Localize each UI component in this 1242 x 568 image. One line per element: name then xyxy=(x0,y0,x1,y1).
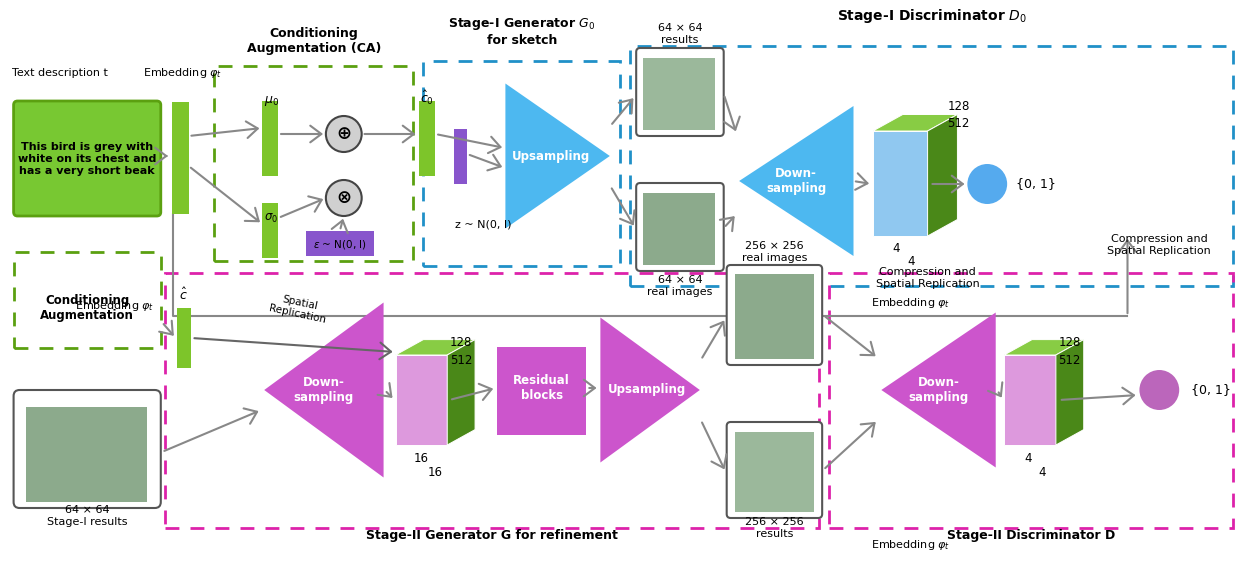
Text: 4: 4 xyxy=(1038,466,1046,478)
Text: 64 × 64
results: 64 × 64 results xyxy=(657,23,702,45)
Text: 4: 4 xyxy=(907,254,914,268)
Text: Embedding $\varphi_t$: Embedding $\varphi_t$ xyxy=(871,538,950,552)
Text: Stage-II Generator G for refinement: Stage-II Generator G for refinement xyxy=(366,528,619,541)
Bar xyxy=(165,273,820,528)
Bar xyxy=(14,252,160,348)
FancyBboxPatch shape xyxy=(636,183,724,271)
Text: 512: 512 xyxy=(450,353,472,366)
Text: Residual
blocks: Residual blocks xyxy=(513,374,570,402)
Bar xyxy=(830,273,1233,528)
Text: Stage-I Discriminator $D_0$: Stage-I Discriminator $D_0$ xyxy=(837,7,1027,25)
FancyBboxPatch shape xyxy=(727,265,822,365)
Bar xyxy=(215,66,414,261)
Text: $\hat{c}_0$: $\hat{c}_0$ xyxy=(420,89,435,107)
Text: 256 × 256
real images: 256 × 256 real images xyxy=(741,241,807,263)
Text: {0, 1}: {0, 1} xyxy=(1191,383,1231,396)
Bar xyxy=(306,231,374,256)
Polygon shape xyxy=(447,340,476,445)
Text: 128: 128 xyxy=(948,99,970,112)
Text: $\hat{c}$: $\hat{c}$ xyxy=(179,287,188,303)
Text: Embedding $\varphi_t$: Embedding $\varphi_t$ xyxy=(871,296,950,310)
Text: $\sigma_0$: $\sigma_0$ xyxy=(265,211,278,224)
Text: {0, 1}: {0, 1} xyxy=(1016,178,1056,190)
Text: 256 × 256
results: 256 × 256 results xyxy=(745,517,804,539)
Text: Compression and
Spatial Replication: Compression and Spatial Replication xyxy=(1108,234,1211,256)
Text: Down-
sampling: Down- sampling xyxy=(766,167,826,195)
Polygon shape xyxy=(873,131,928,236)
Text: Conditioning
Augmentation (CA): Conditioning Augmentation (CA) xyxy=(247,27,381,55)
Bar xyxy=(176,308,190,368)
Text: Stage-I Generator $G_0$
for sketch: Stage-I Generator $G_0$ for sketch xyxy=(448,15,596,47)
Text: 128: 128 xyxy=(1058,336,1081,349)
Polygon shape xyxy=(1056,340,1084,445)
Text: 4: 4 xyxy=(892,241,899,254)
Text: 64 × 64
Stage-I results: 64 × 64 Stage-I results xyxy=(47,505,128,527)
Circle shape xyxy=(1139,370,1179,410)
Text: Down-
sampling: Down- sampling xyxy=(294,376,354,404)
Text: $\varepsilon$ ~ N(0, I): $\varepsilon$ ~ N(0, I) xyxy=(313,237,366,250)
Bar xyxy=(497,347,586,435)
Text: 4: 4 xyxy=(1025,452,1032,465)
Bar xyxy=(735,274,815,359)
Text: Embedding $\varphi_t$: Embedding $\varphi_t$ xyxy=(76,299,155,313)
Bar xyxy=(630,46,1233,286)
Bar xyxy=(735,432,815,512)
Polygon shape xyxy=(1005,355,1056,445)
Text: 512: 512 xyxy=(1058,353,1081,366)
FancyBboxPatch shape xyxy=(14,390,160,508)
Polygon shape xyxy=(395,340,476,355)
Text: Embedding $\varphi_t$: Embedding $\varphi_t$ xyxy=(143,66,222,80)
Text: 512: 512 xyxy=(948,116,970,130)
Polygon shape xyxy=(600,318,699,462)
Text: Upsampling: Upsampling xyxy=(512,149,590,162)
Text: ⊕: ⊕ xyxy=(337,125,351,143)
Text: 16: 16 xyxy=(414,452,428,465)
Text: 64 × 64
real images: 64 × 64 real images xyxy=(647,275,713,297)
Text: This bird is grey with
white on its chest and
has a very short beak: This bird is grey with white on its ches… xyxy=(17,143,156,176)
Text: Down-
sampling: Down- sampling xyxy=(908,376,969,404)
Text: ⊗: ⊗ xyxy=(337,189,351,207)
Bar xyxy=(171,102,189,214)
Polygon shape xyxy=(505,83,610,228)
Text: Text description t: Text description t xyxy=(12,68,108,78)
Bar xyxy=(262,101,278,176)
Circle shape xyxy=(325,180,361,216)
Text: Stage-II Discriminator D: Stage-II Discriminator D xyxy=(946,528,1115,541)
Text: Upsampling: Upsampling xyxy=(609,383,687,396)
Bar xyxy=(262,203,278,258)
Bar xyxy=(643,193,714,265)
Circle shape xyxy=(325,116,361,152)
Text: 128: 128 xyxy=(450,336,472,349)
Text: $\mu_0$: $\mu_0$ xyxy=(263,94,278,108)
Bar xyxy=(424,61,620,266)
Polygon shape xyxy=(739,106,853,256)
Text: z ~ N(0, I): z ~ N(0, I) xyxy=(455,219,512,229)
FancyBboxPatch shape xyxy=(636,48,724,136)
Polygon shape xyxy=(882,312,996,467)
Polygon shape xyxy=(1005,340,1084,355)
Circle shape xyxy=(968,164,1007,204)
FancyBboxPatch shape xyxy=(14,101,160,216)
Polygon shape xyxy=(873,115,958,131)
Bar xyxy=(643,58,714,130)
Polygon shape xyxy=(928,115,958,236)
Text: Spatial
Replication: Spatial Replication xyxy=(268,292,329,325)
Polygon shape xyxy=(265,303,384,478)
Bar xyxy=(420,101,435,176)
Polygon shape xyxy=(395,355,447,445)
Bar xyxy=(455,129,467,184)
FancyBboxPatch shape xyxy=(727,422,822,518)
Text: 16: 16 xyxy=(427,466,443,478)
Text: Compression and
Spatial Replication: Compression and Spatial Replication xyxy=(876,267,980,289)
Text: Conditioning
Augmentation: Conditioning Augmentation xyxy=(40,294,134,322)
Bar xyxy=(26,407,147,502)
